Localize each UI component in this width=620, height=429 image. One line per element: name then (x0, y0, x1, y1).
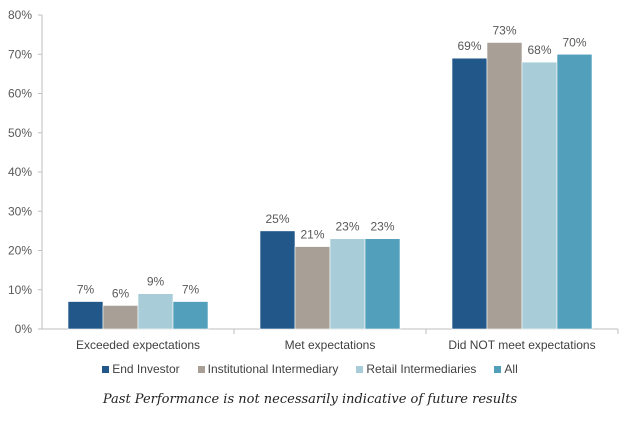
y-tick-label: 80% (8, 8, 32, 22)
legend-swatch (197, 365, 205, 373)
bar (364, 238, 401, 330)
bars (67, 42, 593, 330)
bar (329, 238, 366, 330)
bar (451, 57, 488, 330)
bar-chart: 0% 10% 20% 30% 40% 50% 60% 70% 80% Exceeded expec… (8, 8, 619, 352)
legend-label: Retail Intermediaries (366, 362, 477, 376)
data-label: 7% (182, 283, 200, 297)
legend-swatch (494, 365, 502, 373)
legend: End Investor Institutional Intermediary Re… (0, 362, 620, 376)
footnote: Past Performance is not necessarily indi… (102, 392, 518, 407)
x-category-label: Did NOT meet expectations (448, 338, 595, 352)
legend-swatch (102, 365, 110, 373)
y-tick-label: 60% (8, 87, 32, 101)
y-tick-label: 0% (15, 322, 33, 336)
y-tick-label: 50% (8, 126, 32, 140)
legend-swatch (356, 365, 364, 373)
bar (521, 61, 558, 330)
y-tick-label: 40% (8, 165, 32, 179)
data-label: 70% (562, 35, 586, 49)
bar (294, 246, 331, 330)
legend-item: All (494, 362, 518, 376)
data-label: 23% (370, 220, 394, 234)
bar (102, 305, 139, 330)
data-label: 6% (112, 286, 130, 300)
data-label: 68% (527, 43, 551, 57)
y-tick-label: 20% (8, 244, 32, 258)
bar (486, 42, 523, 330)
data-label: 9% (147, 275, 165, 289)
x-category-label: Met expectations (285, 338, 376, 352)
legend-item: Retail Intermediaries (356, 362, 476, 376)
legend-label: All (504, 362, 518, 376)
bar (556, 53, 593, 330)
legend-label: Institutional Intermediary (207, 362, 339, 376)
x-category-label: Exceeded expectations (76, 338, 200, 352)
bar (67, 301, 104, 330)
axes: 0% 10% 20% 30% 40% 50% 60% 70% 80% Exceeded expec… (8, 8, 619, 352)
legend-item: End Investor (102, 362, 180, 376)
data-label: 23% (335, 220, 359, 234)
y-tick-label: 70% (8, 47, 32, 61)
y-tick-label: 10% (8, 283, 32, 297)
data-label: 7% (77, 283, 95, 297)
bar (137, 293, 174, 330)
data-label: 25% (265, 212, 289, 226)
data-label: 69% (457, 39, 481, 53)
data-labels: 7% 6% 9% 7% 25% 21% 23% 23% 69% 73% 68% 70% (77, 23, 587, 300)
legend-item: Institutional Intermediary (197, 362, 339, 376)
data-label: 21% (300, 228, 324, 242)
bar (172, 301, 209, 330)
y-tick-label: 30% (8, 204, 32, 218)
bar (259, 230, 296, 330)
data-label: 73% (492, 23, 516, 37)
legend-label: End Investor (112, 362, 180, 376)
